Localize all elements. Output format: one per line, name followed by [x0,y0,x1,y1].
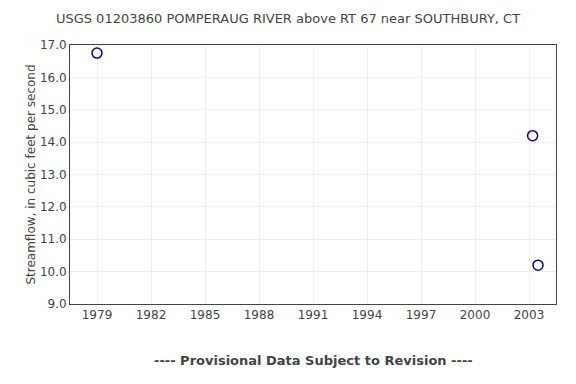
svg-text:2003: 2003 [514,308,545,322]
svg-text:1988: 1988 [244,308,275,322]
svg-text:Streamflow, in cubic feet per: Streamflow, in cubic feet per second [24,64,38,284]
svg-text:17.0: 17.0 [40,38,67,52]
svg-text:2000: 2000 [460,308,491,322]
svg-text:1997: 1997 [406,308,437,322]
svg-text:14.0: 14.0 [40,135,67,149]
svg-text:1991: 1991 [298,308,329,322]
svg-text:9.0: 9.0 [48,297,67,311]
svg-text:1994: 1994 [352,308,383,322]
svg-text:10.0: 10.0 [40,265,67,279]
svg-text:13.0: 13.0 [40,168,67,182]
svg-text:11.0: 11.0 [40,232,67,246]
svg-text:1982: 1982 [136,308,167,322]
svg-text:---- Provisional Data Subject: ---- Provisional Data Subject to Revisio… [154,353,473,368]
svg-text:16.0: 16.0 [40,71,67,85]
svg-text:15.0: 15.0 [40,103,67,117]
svg-text:12.0: 12.0 [40,200,67,214]
svg-text:USGS 01203860 POMPERAUG RIVER: USGS 01203860 POMPERAUG RIVER above RT 6… [56,11,520,26]
svg-text:1985: 1985 [190,308,221,322]
svg-text:1979: 1979 [82,308,113,322]
